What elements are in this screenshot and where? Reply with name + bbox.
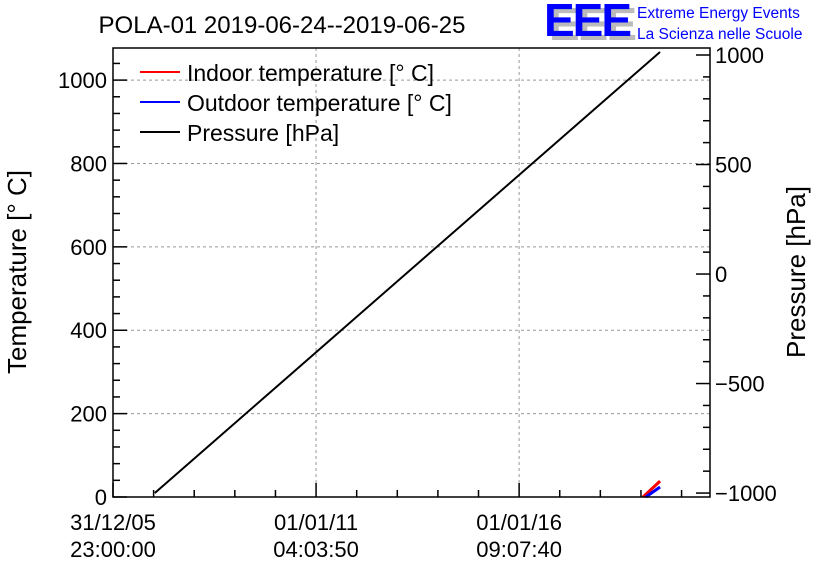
y2-axis-label: Pressure [hPa] [781, 186, 811, 358]
y-tick-label: 200 [70, 402, 107, 427]
legend-label-indoor: Indoor temperature [° C] [187, 60, 434, 86]
y2-tick-label: 1000 [715, 43, 764, 68]
y-axis-label: Temperature [° C] [2, 170, 32, 374]
chart-title: POLA-01 2019-06-24--2019-06-25 [99, 12, 466, 39]
legend: Indoor temperature [° C] Outdoor tempera… [140, 60, 452, 146]
x-tick-label-date: 01/01/16 [476, 510, 562, 535]
x-tick-label-time: 09:07:40 [476, 537, 562, 562]
eee-logo: EEE Extreme Energy Events La Scienza nel… [544, 0, 802, 46]
y-tick-label: 400 [70, 318, 107, 343]
y-tick-label: 800 [70, 151, 107, 176]
series-line-2 [154, 51, 661, 494]
plot-frame [112, 47, 711, 498]
y-tick-label: 600 [70, 235, 107, 260]
y2-tick-label: 500 [715, 153, 752, 178]
logo-line2: La Scienza nelle Scuole [637, 26, 802, 43]
legend-label-outdoor: Outdoor temperature [° C] [187, 90, 452, 116]
x-tick-label-time: 04:03:50 [273, 537, 359, 562]
logo-line1: Extreme Energy Events [637, 5, 800, 22]
x-tick-label-time: 23:00:00 [70, 537, 156, 562]
series-line-1 [644, 485, 661, 499]
y-tick-label: 1000 [58, 68, 107, 93]
y2-tick-label: −1000 [715, 481, 777, 506]
x-tick-label-date: 01/01/11 [274, 510, 358, 535]
grid [113, 48, 710, 497]
y-tick-label: 0 [95, 485, 107, 510]
y2-tick-label: −500 [715, 372, 765, 397]
x-tick-label-date: 31/12/05 [70, 510, 156, 535]
series-group [154, 51, 662, 499]
series-line-0 [641, 480, 662, 499]
logo-mark: EEE [544, 0, 630, 46]
legend-label-pressure: Pressure [hPa] [187, 120, 339, 146]
y2-tick-label: 0 [715, 262, 727, 287]
